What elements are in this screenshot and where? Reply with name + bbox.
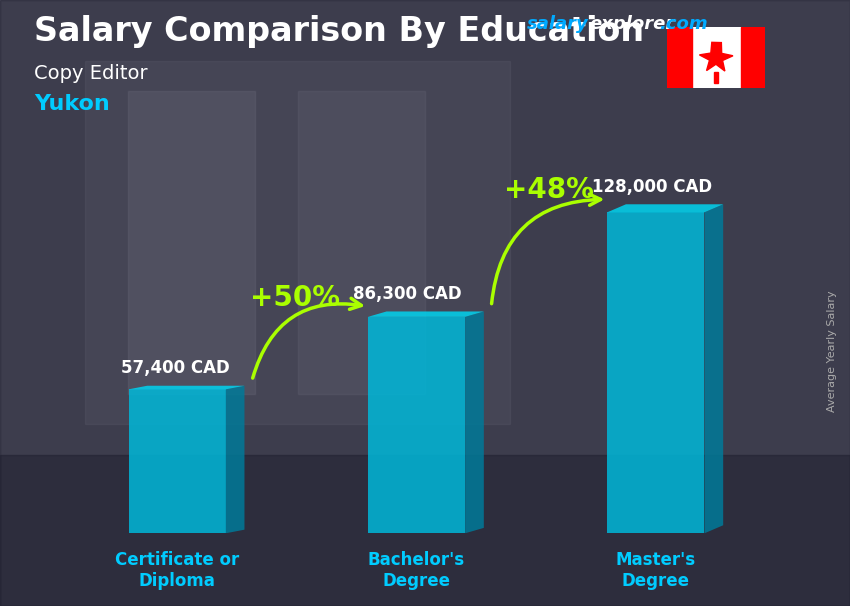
Bar <box>128 91 255 394</box>
Text: salary: salary <box>527 15 589 33</box>
Text: .com: .com <box>660 15 708 33</box>
Text: explorer: explorer <box>589 15 674 33</box>
Bar <box>0 454 850 606</box>
Polygon shape <box>465 311 484 533</box>
FancyArrowPatch shape <box>491 194 601 304</box>
Bar <box>128 389 226 533</box>
Polygon shape <box>226 386 245 533</box>
Bar <box>368 317 465 533</box>
Bar <box>298 91 425 394</box>
Polygon shape <box>714 72 718 84</box>
Bar <box>667 27 692 88</box>
Text: Salary Comparison By Education: Salary Comparison By Education <box>34 15 644 48</box>
Text: 128,000 CAD: 128,000 CAD <box>592 178 712 196</box>
Polygon shape <box>607 204 723 212</box>
Bar <box>740 27 765 88</box>
Text: +50%: +50% <box>250 284 340 313</box>
Polygon shape <box>128 386 245 389</box>
FancyArrowPatch shape <box>252 298 361 378</box>
Text: Certificate or
Diploma: Certificate or Diploma <box>115 551 239 590</box>
Bar <box>85 61 510 424</box>
Text: +48%: +48% <box>504 176 594 204</box>
Text: Yukon: Yukon <box>34 94 110 114</box>
Text: Bachelor's
Degree: Bachelor's Degree <box>368 551 465 590</box>
Bar <box>607 212 705 533</box>
Polygon shape <box>700 42 733 71</box>
Text: Copy Editor: Copy Editor <box>34 64 148 82</box>
Text: 86,300 CAD: 86,300 CAD <box>353 285 462 302</box>
Text: 57,400 CAD: 57,400 CAD <box>121 359 230 377</box>
Text: Master's
Degree: Master's Degree <box>615 551 696 590</box>
Text: Average Yearly Salary: Average Yearly Salary <box>827 291 837 412</box>
Polygon shape <box>705 204 723 533</box>
Polygon shape <box>368 311 484 317</box>
